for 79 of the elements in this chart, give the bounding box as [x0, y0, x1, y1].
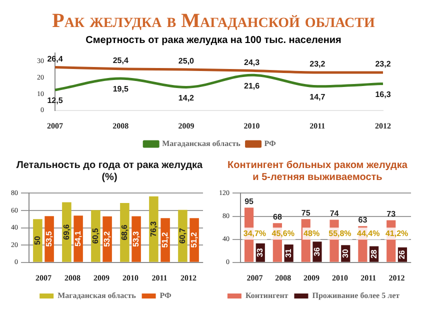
data-label: 51,2: [190, 232, 199, 248]
data-label: 68,6: [120, 224, 129, 240]
bar: [62, 202, 72, 262]
data-label: 60,5: [90, 228, 100, 244]
x-tick-label: 2007: [246, 273, 263, 282]
bar: [190, 218, 199, 262]
data-label: 33: [256, 248, 265, 258]
data-label: 53,3: [132, 230, 141, 247]
legend-label: РФ: [264, 139, 276, 148]
line-series: [53, 74, 384, 92]
x-tick-label: 2009: [304, 273, 320, 282]
legend-label: Контингент: [245, 291, 288, 300]
data-label: 23,2: [374, 60, 391, 69]
data-label: 69,6: [62, 224, 71, 240]
data-label: 12,5: [46, 96, 63, 106]
legend-label: Проживание более 5 лет: [312, 291, 400, 300]
x-tick-label: 2012: [374, 121, 390, 130]
bar: [91, 210, 100, 262]
x-tick-label: 2008: [275, 273, 292, 282]
data-label: 24,3: [244, 58, 260, 67]
data-label: 73: [386, 210, 396, 219]
data-label: 23,2: [309, 60, 326, 69]
chart-title: Контингент больных раком желудка и 5-летняя выживаемость: [226, 160, 408, 185]
data-label: 14,2: [178, 93, 194, 102]
annotation: 55,8%: [328, 228, 352, 238]
data-label: 26: [398, 250, 407, 260]
data-label: 30: [340, 248, 350, 258]
data-label: 63: [358, 215, 368, 224]
legend-label: Магаданская область: [162, 139, 241, 148]
chart-title: Рак желудка в Магаданской области: [51, 10, 376, 33]
data-label: 21,6: [244, 81, 260, 90]
x-tick-label: 2012: [180, 273, 196, 282]
data-label: 50: [32, 236, 42, 245]
x-tick-label: 2009: [178, 121, 194, 130]
data-label: 51,2: [160, 232, 170, 248]
data-label: 76,3: [148, 220, 158, 237]
x-tick-label: 2010: [243, 121, 260, 130]
x-tick-label: 2010: [332, 273, 348, 282]
x-tick-label: 2009: [94, 273, 110, 282]
data-label: 53,5: [44, 230, 54, 247]
data-label: 25,0: [178, 56, 194, 66]
data-label: 31: [284, 248, 294, 258]
data-label: 75: [301, 208, 311, 218]
data-label: 74: [330, 208, 340, 218]
annotation: 45,6%: [272, 228, 294, 238]
chart-subtitle: Смертность от рака желудка на 100 тыс. населения: [84, 35, 342, 46]
data-label: 28: [369, 249, 378, 259]
bar: [178, 210, 188, 262]
x-tick-label: 2007: [46, 121, 62, 130]
data-label: 53,2: [102, 230, 112, 247]
x-tick-label: 2008: [64, 273, 80, 282]
x-tick-label: 2011: [360, 273, 376, 282]
bar: [120, 203, 130, 262]
annotation: 41,2%: [385, 228, 408, 238]
annotation: 34,7%: [243, 228, 266, 238]
data-label: 95: [244, 196, 254, 206]
annotation: 48%: [304, 228, 320, 238]
data-label: 26,4: [46, 54, 63, 64]
chart-title: Летальность до года от рака желудка (%): [15, 160, 204, 185]
bar: [74, 216, 83, 262]
x-tick-label: 2010: [122, 273, 138, 282]
data-label: 68: [272, 212, 282, 222]
x-tick-label: 2007: [36, 273, 52, 282]
legend-label: РФ: [160, 291, 172, 300]
data-label: 19,5: [112, 84, 128, 94]
data-label: 60,7: [178, 228, 187, 244]
x-tick-label: 2012: [388, 273, 405, 282]
data-label: 16,3: [374, 90, 391, 99]
bar: [149, 196, 158, 262]
data-label: 54,1: [74, 230, 83, 247]
legend-label: Магаданская область: [58, 291, 137, 300]
data-label: 25,4: [112, 56, 128, 66]
bar: [33, 219, 42, 262]
data-label: 14,7: [309, 92, 326, 102]
x-tick-label: 2011: [152, 273, 168, 282]
x-tick-label: 2008: [112, 121, 128, 130]
data-label: 36: [312, 246, 322, 256]
x-tick-label: 2011: [309, 121, 325, 130]
annotation: 44,4%: [357, 228, 380, 238]
